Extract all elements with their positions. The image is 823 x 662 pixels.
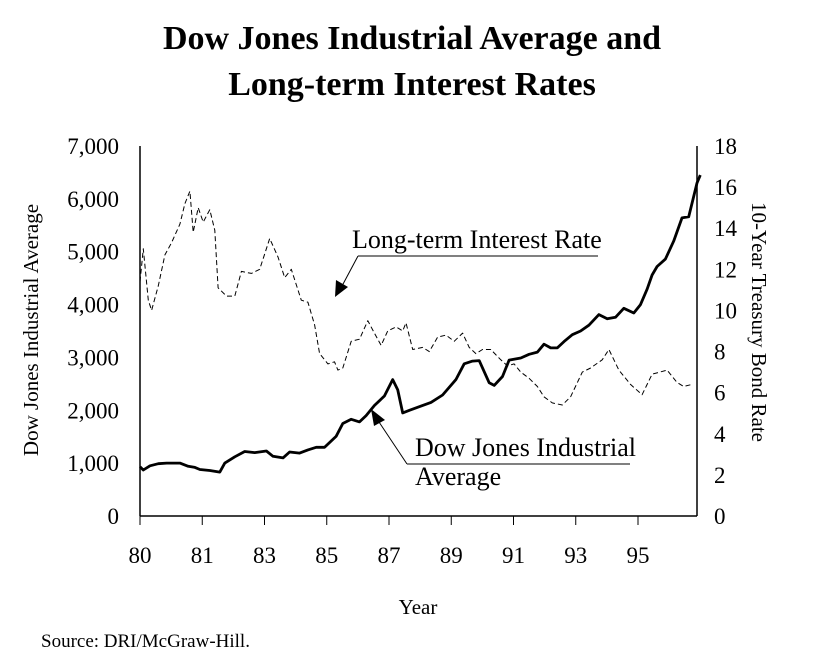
chart-title-line-2: Long-term Interest Rates [228, 66, 596, 103]
series-line-dow-jones [139, 174, 702, 474]
x-tick-label: 91 [502, 543, 525, 568]
x-tick-label: 83 [253, 543, 276, 568]
y-tick-label-left: 2,000 [67, 398, 119, 423]
y-tick-label-right: 16 [714, 175, 737, 200]
annotation-dow-label-line-1: Dow Jones Industrial [415, 433, 636, 462]
plot-frame [139, 146, 698, 517]
y-axis-label-left: Dow Jones Industrial Average [19, 204, 43, 456]
annotation-dow-leader [378, 421, 408, 465]
annotation-dow: Dow Jones Industrial Average [371, 409, 636, 491]
series-layer [139, 174, 702, 474]
x-tick-label: 80 [129, 543, 152, 568]
x-tick-label: 85 [315, 543, 338, 568]
annotation-interest-rate-label: Long-term Interest Rate [352, 225, 602, 254]
y-axis-label-right: 10-Year Treasury Bond Rate [747, 202, 771, 442]
y-tick-label-right: 6 [714, 381, 726, 406]
x-ticks: 80 81 83 85 87 89 91 93 95 [129, 516, 650, 568]
x-tick-label: 89 [440, 543, 463, 568]
y-tick-label-left: 1,000 [67, 451, 119, 476]
y-tick-label-left: 5,000 [67, 240, 119, 265]
annotation-interest-rate-arrowhead [335, 280, 348, 297]
x-tick-label: 95 [627, 543, 650, 568]
y-tick-label-left: 7,000 [67, 134, 119, 159]
source-note: Source: DRI/McGraw-Hill. [41, 631, 250, 652]
y-tick-label-right: 4 [714, 422, 726, 447]
annotation-interest-rate: Long-term Interest Rate [335, 225, 602, 297]
x-axis-label: Year [399, 595, 438, 619]
y-tick-label-right: 0 [714, 504, 726, 529]
y-tick-label-left: 3,000 [67, 345, 119, 370]
y-tick-label-right: 8 [714, 340, 726, 365]
y-tick-label-right: 10 [714, 298, 737, 323]
y-tick-label-left: 0 [108, 504, 120, 529]
y-tick-label-left: 6,000 [67, 187, 119, 212]
annotation-dow-arrowhead [371, 409, 385, 426]
annotation-dow-label-line-2: Average [415, 462, 501, 491]
y-ticks-right: 0 2 4 6 8 10 12 14 16 18 [714, 134, 738, 529]
x-tick-label: 87 [378, 543, 401, 568]
annotation-interest-rate-leader [341, 255, 359, 287]
y-ticks-left: 0 1,000 2,000 3,000 4,000 5,000 6,000 7,000 [67, 134, 119, 529]
y-tick-label-right: 12 [714, 257, 737, 282]
y-tick-label-right: 18 [714, 134, 737, 159]
series-line-interest-rate [139, 190, 693, 406]
y-tick-label-right: 14 [714, 216, 738, 241]
x-tick-label: 81 [191, 543, 214, 568]
chart-title-line-1: Dow Jones Industrial Average and [163, 20, 661, 57]
x-tick-label: 93 [564, 543, 587, 568]
y-tick-label-right: 2 [714, 463, 726, 488]
y-tick-label-left: 4,000 [67, 293, 119, 318]
